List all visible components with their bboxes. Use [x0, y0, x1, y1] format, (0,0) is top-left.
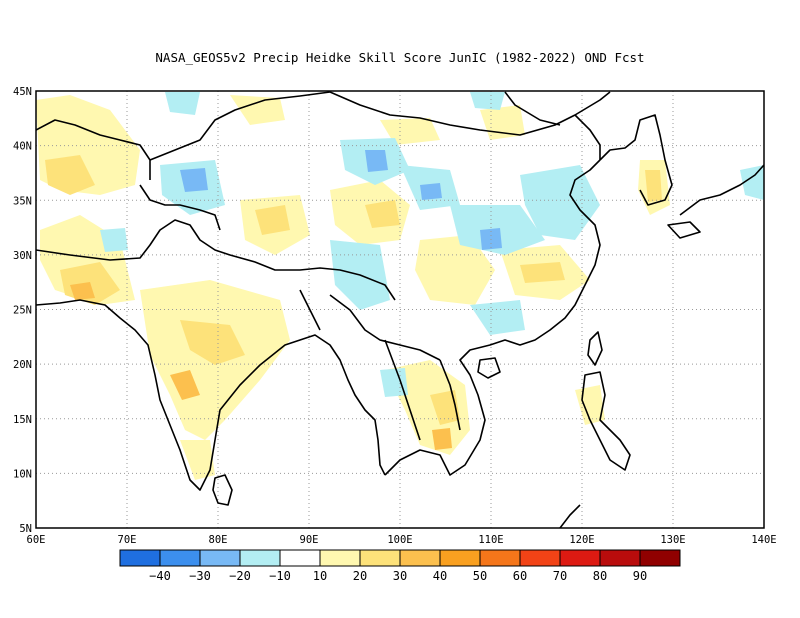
skill-shading — [36, 92, 764, 480]
colorbar-swatch — [479, 549, 521, 567]
positive-skill-30-40 — [70, 282, 452, 450]
colorbar-label: −20 — [229, 569, 251, 583]
lon-tick-label: 110E — [478, 534, 503, 546]
colorbar — [119, 549, 681, 567]
colorbar-label: 30 — [393, 569, 407, 583]
colorbar-swatch — [319, 549, 361, 567]
colorbar-swatch — [199, 549, 241, 567]
lon-tick-label: 70E — [118, 534, 137, 546]
latitude-tick-labels: 5N 10N 15N 20N 25N 30N 35N 40N 45N — [13, 86, 32, 535]
colorbar-label: −40 — [149, 569, 171, 583]
colorbar-label: −10 — [269, 569, 291, 583]
lon-tick-label: 120E — [569, 534, 594, 546]
colorbar-swatch — [359, 549, 401, 567]
colorbar-swatch — [559, 549, 601, 567]
lat-tick-label: 30N — [13, 250, 32, 262]
colorbar-swatch — [639, 549, 681, 567]
grid-lines — [36, 91, 764, 528]
lon-tick-label: 140E — [751, 534, 776, 546]
lon-tick-label: 90E — [300, 534, 319, 546]
lat-tick-label: 35N — [13, 195, 32, 207]
colorbar-label: 10 — [313, 569, 327, 583]
colorbar-swatch — [439, 549, 481, 567]
colorbar-swatch — [399, 549, 441, 567]
lon-tick-label: 130E — [660, 534, 685, 546]
colorbar-swatch — [239, 549, 281, 567]
colorbar-swatch — [159, 549, 201, 567]
lat-tick-label: 45N — [13, 86, 32, 98]
colorbar-label: 50 — [473, 569, 487, 583]
lat-tick-label: 25N — [13, 305, 32, 317]
colorbar-label: 60 — [513, 569, 527, 583]
lon-tick-label: 80E — [209, 534, 228, 546]
lat-tick-label: 5N — [19, 523, 32, 535]
colorbar-label: 40 — [433, 569, 447, 583]
colorbar-swatch — [119, 549, 161, 567]
lat-tick-label: 20N — [13, 359, 32, 371]
map-frame — [35, 90, 765, 529]
lat-tick-label: 10N — [13, 468, 32, 480]
colorbar-swatch — [599, 549, 641, 567]
longitude-tick-labels: 60E 70E 80E 90E 100E 110E 120E 130E 140E — [27, 534, 777, 546]
lon-tick-label: 100E — [387, 534, 412, 546]
coastlines — [36, 91, 764, 528]
colorbar-label: 80 — [593, 569, 607, 583]
colorbar-labels: −40 −30 −20 −10 10 20 30 40 50 60 70 80 90 — [149, 569, 647, 583]
colorbar-swatch — [279, 549, 321, 567]
colorbar-swatch — [519, 549, 561, 567]
lon-tick-label: 60E — [27, 534, 46, 546]
colorbar-label: −30 — [189, 569, 211, 583]
map-title: NASA_GEOS5v2 Precip Heidke Skill Score J… — [155, 50, 645, 65]
colorbar-label: 20 — [353, 569, 367, 583]
colorbar-label: 90 — [633, 569, 647, 583]
lat-tick-label: 15N — [13, 414, 32, 426]
colorbar-label: 70 — [553, 569, 567, 583]
lat-tick-label: 40N — [13, 141, 32, 153]
